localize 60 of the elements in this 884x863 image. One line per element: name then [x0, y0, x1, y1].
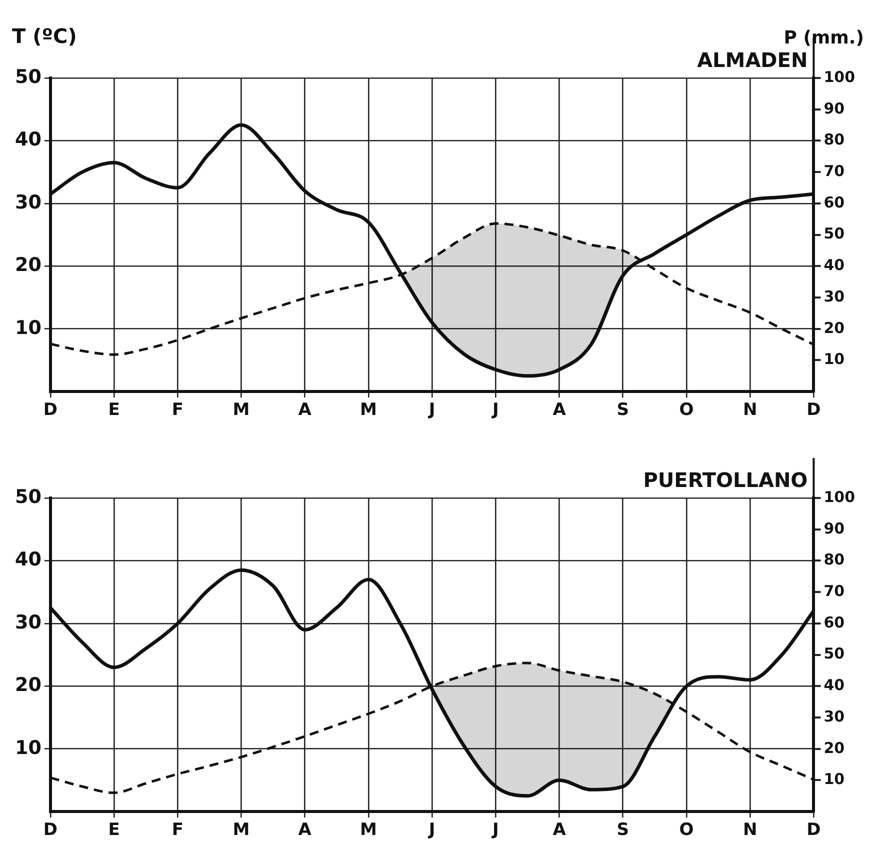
- x-tick-label: N: [742, 820, 758, 840]
- y2-tick-label: 30: [824, 707, 845, 726]
- y-tick-label: 30: [14, 611, 42, 634]
- y-tick-label: 30: [14, 191, 42, 214]
- x-tick-label: N: [742, 400, 758, 420]
- x-tick-label: D: [806, 400, 821, 420]
- y2-tick-label: 90: [824, 99, 845, 118]
- x-tick-label: M: [360, 820, 377, 840]
- x-tick-label: O: [679, 820, 694, 840]
- y2-tick-label: 50: [824, 644, 845, 663]
- x-tick-label: M: [232, 400, 250, 420]
- x-tick-label: D: [806, 820, 821, 840]
- y-tick-label: 40: [14, 548, 42, 571]
- y2-tick-label: 100: [824, 488, 855, 506]
- x-tick-label: A: [298, 820, 312, 840]
- y-axis-title: T (ºC): [12, 24, 77, 48]
- x-tick-label: E: [108, 820, 120, 840]
- chart-title: ALMADEN: [697, 48, 808, 72]
- y-tick-label: 20: [14, 674, 42, 696]
- x-tick-label: J: [428, 400, 436, 420]
- y-tick-label: 40: [14, 128, 42, 151]
- y2-tick-label: 90: [824, 519, 845, 538]
- y-tick-label: 10: [14, 316, 42, 339]
- x-tick-label: S: [616, 820, 629, 840]
- y2-tick-label: 70: [824, 582, 845, 600]
- y-tick-label: 10: [14, 736, 42, 759]
- x-tick-label: D: [43, 400, 58, 420]
- x-tick-label: M: [232, 820, 250, 840]
- x-tick-label: A: [552, 400, 567, 420]
- x-tick-label: M: [360, 400, 377, 420]
- y2-tick-label: 10: [824, 770, 845, 788]
- y2-tick-label: 80: [824, 130, 845, 149]
- x-tick-label: O: [679, 400, 694, 420]
- x-tick-label: E: [108, 400, 120, 420]
- y-tick-label: 20: [14, 254, 42, 276]
- y-tick-label: 50: [14, 66, 42, 88]
- x-tick-label: A: [298, 400, 312, 420]
- y2-tick-label: 60: [824, 193, 845, 212]
- x-tick-label: J: [428, 820, 436, 840]
- x-tick-label: J: [492, 820, 499, 840]
- y2-tick-label: 10: [824, 350, 845, 368]
- x-tick-label: J: [492, 400, 499, 420]
- y2-tick-label: 40: [824, 256, 845, 274]
- y2-tick-label: 40: [824, 676, 845, 694]
- y2-tick-label: 60: [824, 613, 845, 632]
- x-tick-label: A: [552, 820, 567, 840]
- y2-axis-title: P (mm.): [784, 28, 864, 49]
- y2-tick-label: 70: [824, 162, 845, 180]
- y2-tick-label: 30: [824, 287, 845, 306]
- x-tick-label: S: [616, 400, 629, 420]
- x-tick-label: F: [172, 820, 184, 840]
- y2-tick-label: 20: [824, 738, 845, 757]
- y2-tick-label: 100: [824, 68, 855, 86]
- y2-tick-label: 20: [824, 318, 845, 337]
- x-tick-label: D: [43, 820, 58, 840]
- chart-title: PUERTOLLANO: [643, 468, 808, 492]
- x-tick-label: F: [172, 400, 184, 420]
- y2-tick-label: 50: [824, 224, 845, 243]
- y2-tick-label: 80: [824, 550, 845, 569]
- y-tick-label: 50: [14, 486, 42, 508]
